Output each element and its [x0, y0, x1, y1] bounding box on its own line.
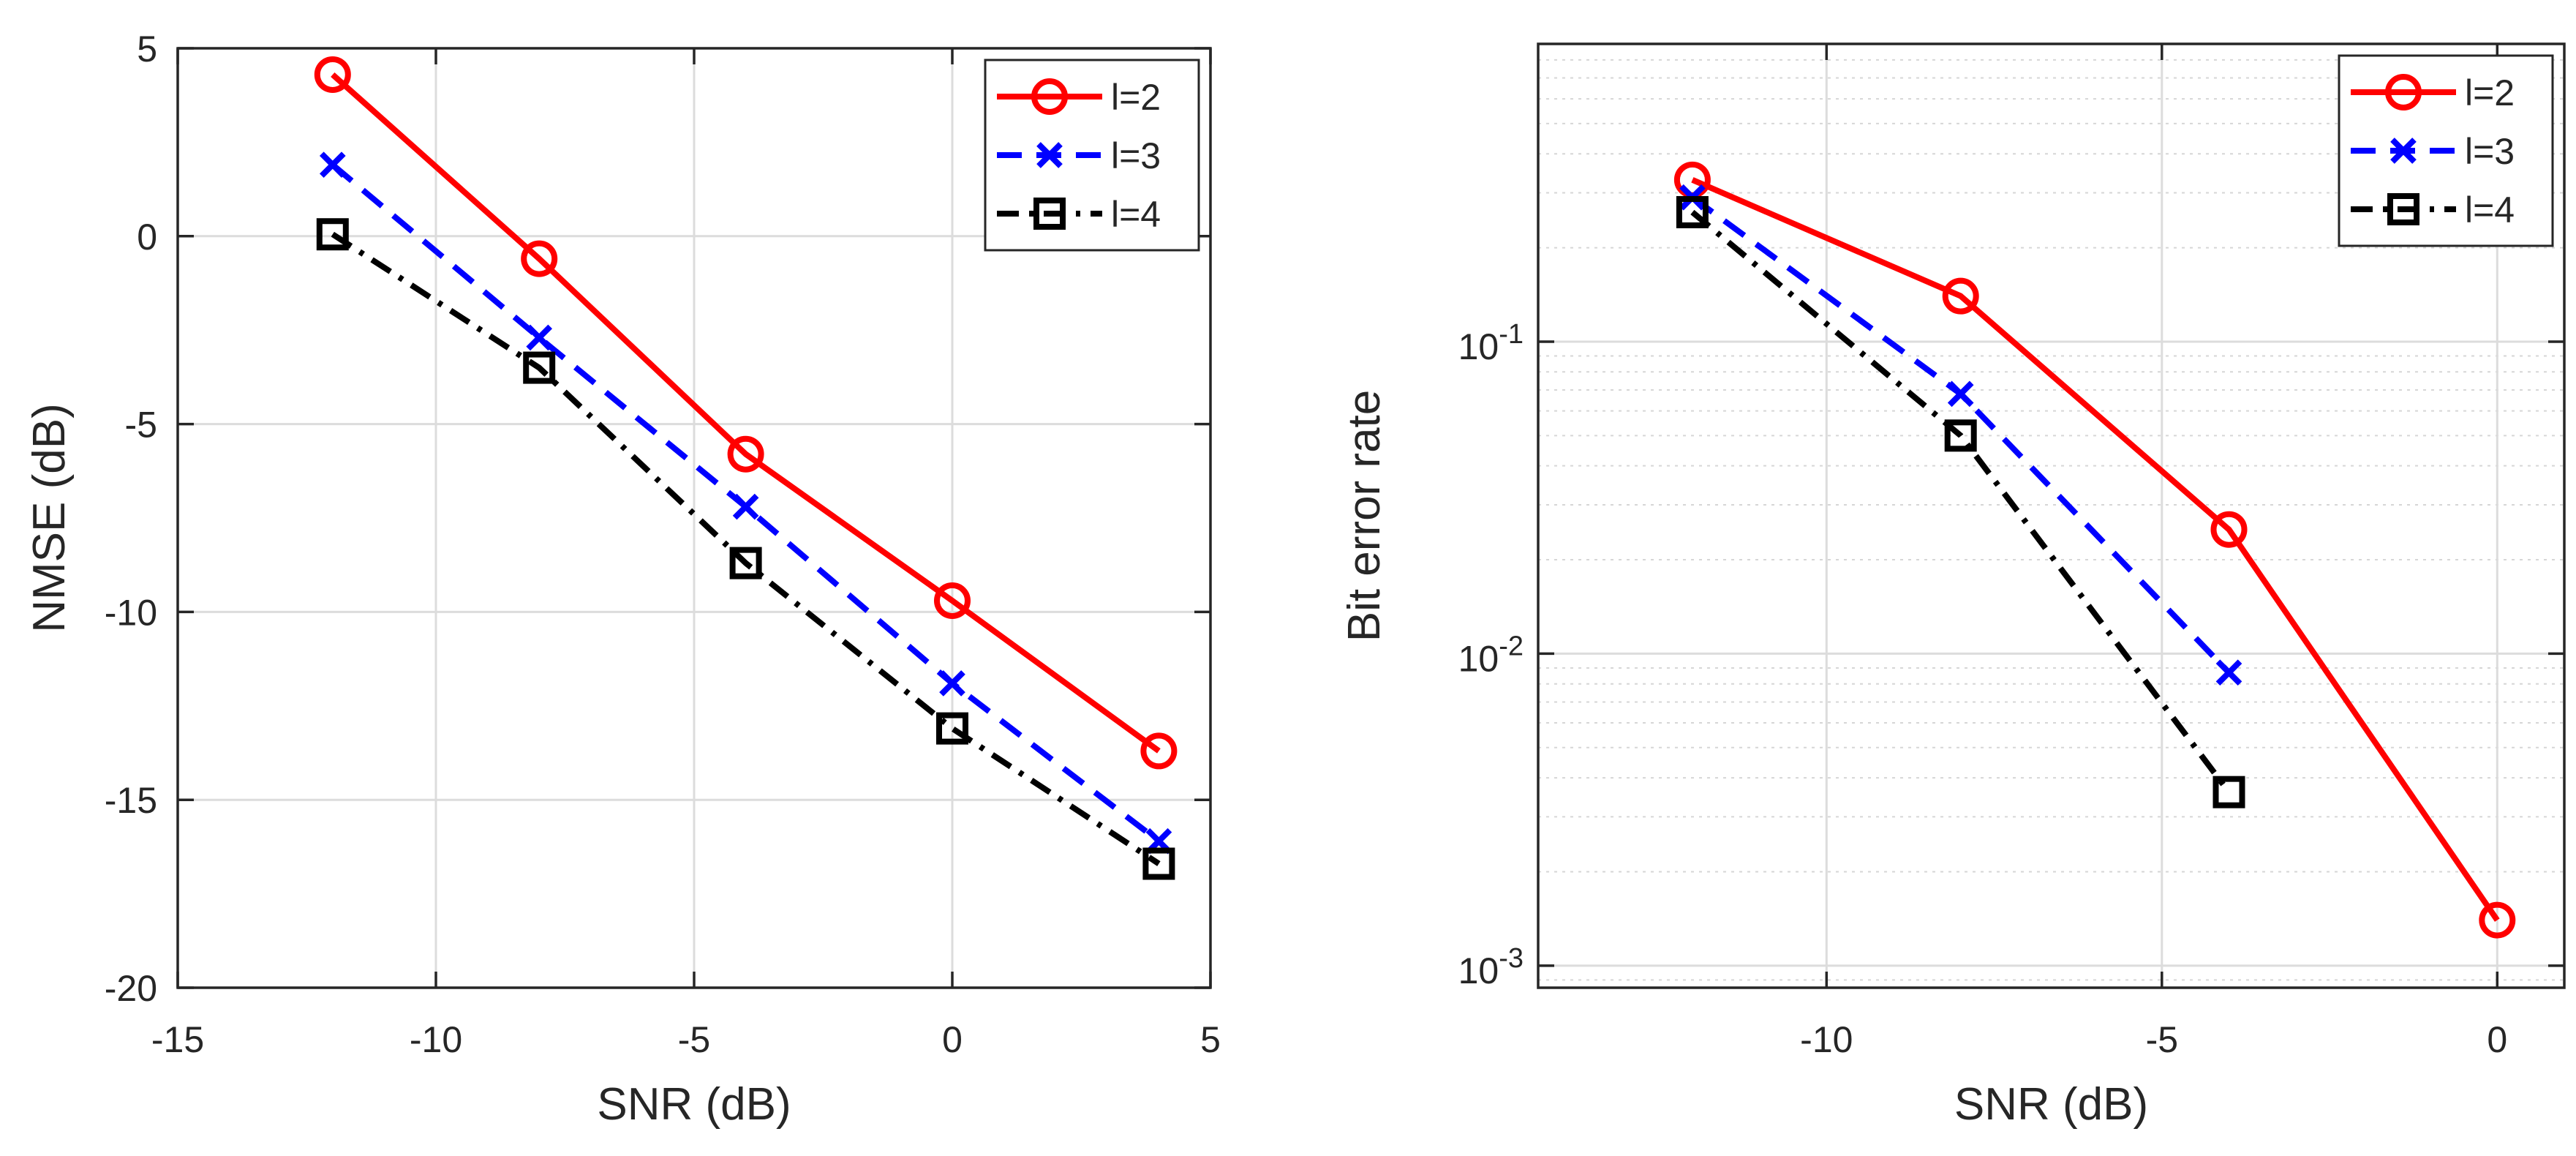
data-point-l=3-3	[939, 670, 965, 697]
legend: l=2 l=3 l=4	[984, 59, 1200, 252]
y-tick-label: 10-1	[1458, 319, 1524, 367]
legend-label-l=4: l=4	[1111, 194, 1161, 235]
y-tick-label: 5	[137, 29, 157, 70]
data-point-l=3-2	[732, 493, 759, 520]
data-point-l=2-0	[314, 56, 351, 93]
legend-label-l=3: l=3	[2465, 131, 2515, 172]
x-tick-label: -10	[410, 1019, 462, 1060]
x-tick-label: -5	[2146, 1019, 2178, 1060]
legend-marker-l=2	[2385, 74, 2422, 110]
data-point-l=4-0	[316, 218, 349, 251]
data-point-l=2-3	[934, 582, 971, 619]
x-axis-label: SNR (dB)	[1954, 1079, 2148, 1130]
x-tick-label: -15	[151, 1019, 204, 1060]
y-tick-label: -15	[105, 780, 157, 821]
y-axis-label: NMSE (dB)	[24, 403, 75, 632]
data-point-l=4-4	[1142, 847, 1175, 880]
legend-marker-l=2	[1031, 78, 1068, 115]
series-line-l=4	[331, 231, 1161, 866]
data-point-l=4-2	[2212, 776, 2245, 808]
ber-plot: -10 -5 0 10-3 10-2 10-1 SNR (dB) Bit error rate…	[1339, 42, 2566, 1130]
series-line-l=2	[1691, 177, 2500, 922]
legend-marker-l=3	[1036, 142, 1063, 168]
data-point-l=3-0	[319, 151, 346, 179]
data-point-l=2-2	[2210, 511, 2248, 548]
x-tick-label: -10	[1800, 1019, 1853, 1060]
data-point-l=2-1	[1942, 277, 1979, 315]
y-tick-label: -20	[105, 968, 157, 1009]
legend: l=2 l=3 l=4	[2338, 54, 2554, 247]
legend-label-l=2: l=2	[1111, 77, 1161, 118]
data-point-l=2-2	[727, 435, 764, 473]
legend-label-l=4: l=4	[2465, 189, 2515, 230]
data-point-l=3-2	[2215, 659, 2242, 686]
legend-marker-l=4	[1033, 198, 1066, 230]
x-tick-label: 5	[1200, 1019, 1221, 1060]
data-point-l=4-0	[1676, 195, 1709, 228]
x-tick-label: -5	[678, 1019, 710, 1060]
y-tick-label: 0	[137, 217, 157, 258]
nmse-plot: -15 -10 -5 0 5 -20 -15 -10 -5 0 5 SNR (dB) NMSE (dB)…	[24, 29, 1221, 1130]
x-axis-label: SNR (dB)	[597, 1079, 791, 1130]
data-point-l=4-1	[1944, 419, 1977, 452]
y-tick-label: 10-2	[1458, 631, 1524, 679]
y-tick-label: 10-3	[1458, 943, 1524, 991]
data-point-l=3-1	[526, 324, 553, 351]
series-line-l=4	[1690, 209, 2232, 795]
axes-frame	[1537, 42, 2566, 989]
data-point-l=2-1	[521, 240, 558, 277]
x-tick-label: 0	[2487, 1019, 2507, 1060]
y-tick-label: -10	[105, 592, 157, 633]
data-point-l=2-4	[1140, 732, 1178, 770]
data-point-l=2-3	[2479, 901, 2516, 939]
data-point-l=3-1	[1947, 380, 1974, 408]
series-line-l=2	[331, 72, 1161, 754]
legend-label-l=3: l=3	[1111, 135, 1161, 176]
y-axis-label: Bit error rate	[1339, 390, 1390, 642]
legend-label-l=2: l=2	[2465, 72, 2515, 113]
data-point-l=4-2	[729, 547, 762, 579]
data-point-l=4-3	[936, 712, 968, 745]
y-tick-label: -5	[125, 405, 157, 446]
x-tick-label: 0	[942, 1019, 963, 1060]
data-point-l=4-1	[523, 351, 556, 384]
legend-marker-l=3	[2390, 138, 2417, 164]
legend-marker-l=4	[2387, 193, 2419, 225]
